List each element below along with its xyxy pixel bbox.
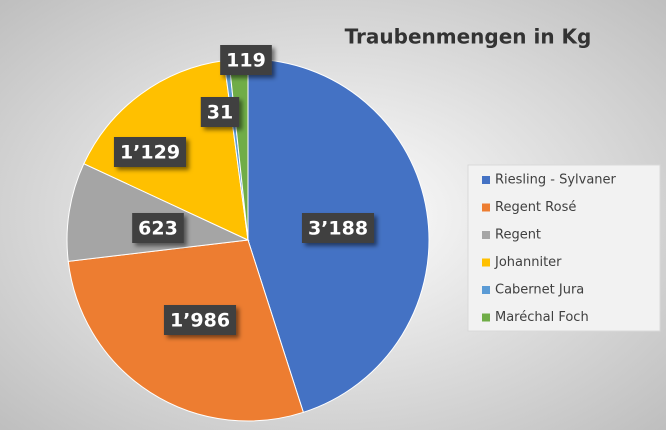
data-label-box: [163, 305, 237, 335]
legend-label: Riesling - Sylvaner: [495, 173, 617, 188]
legend-swatch: [482, 258, 490, 267]
data-label-box: [132, 213, 184, 243]
data-label: 31: [207, 102, 233, 124]
legend-swatch: [482, 313, 490, 322]
legend: [467, 164, 661, 332]
data-label: 3’188: [308, 218, 368, 240]
pie-slice: [66, 163, 250, 262]
data-label: 1’986: [170, 310, 230, 332]
data-label-group: 3’188: [301, 213, 375, 243]
data-label-group: 1’129: [113, 137, 187, 167]
legend-label: Regent Rosé: [495, 200, 576, 215]
data-label-box: [301, 213, 375, 243]
data-label-box: [220, 45, 272, 75]
data-label-group: 119: [220, 45, 272, 75]
data-label-box: [113, 137, 187, 167]
data-label: 623: [138, 218, 178, 240]
legend-label: Cabernet Jura: [495, 283, 584, 298]
data-label-group: 1’986: [163, 305, 237, 335]
legend-swatch: [482, 176, 490, 184]
data-label: 119: [226, 50, 266, 72]
legend-label: Regent: [495, 228, 541, 243]
legend-label: Maréchal Foch: [495, 310, 589, 325]
data-label-group: 31: [200, 97, 240, 127]
legend-swatch: [482, 231, 490, 239]
data-label-group: 623: [132, 213, 184, 243]
legend-swatch: [482, 286, 490, 294]
legend-label: Johanniter: [494, 255, 562, 270]
data-label-box: [200, 97, 240, 127]
data-label: 1’129: [120, 142, 180, 164]
chart-title: Traubenmengen in Kg: [345, 25, 592, 49]
legend-swatch: [482, 203, 490, 212]
